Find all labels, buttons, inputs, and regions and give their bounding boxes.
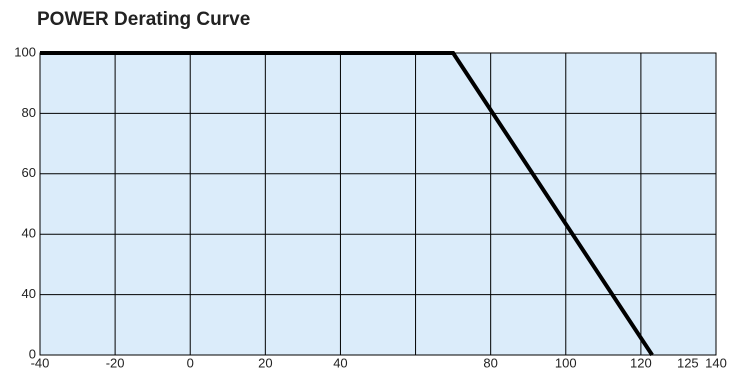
x-tick-label: 20 xyxy=(258,355,272,370)
y-tick-label: 80 xyxy=(22,105,36,120)
y-tick-label: 100 xyxy=(14,44,36,59)
data-line xyxy=(40,51,654,357)
chart-title: POWER Derating Curve xyxy=(37,9,250,30)
x-tick-label: 0 xyxy=(187,355,194,370)
y-tick-label: 40 xyxy=(22,286,36,301)
plot-area xyxy=(40,53,716,355)
y-tick-label: 40 xyxy=(22,226,36,241)
x-tick-label: 120 xyxy=(630,355,652,370)
x-tick-label: 140 xyxy=(705,355,727,370)
x-tick-label: 40 xyxy=(333,355,347,370)
y-tick-label: 0 xyxy=(29,346,36,361)
x-tick-label: 80 xyxy=(483,355,497,370)
x-tick-label: -40 xyxy=(31,355,50,370)
x-tick-label: -20 xyxy=(106,355,125,370)
x-tick-label: 100 xyxy=(555,355,577,370)
x-tick-label: 125 xyxy=(677,355,699,370)
y-tick-label: 60 xyxy=(22,165,36,180)
